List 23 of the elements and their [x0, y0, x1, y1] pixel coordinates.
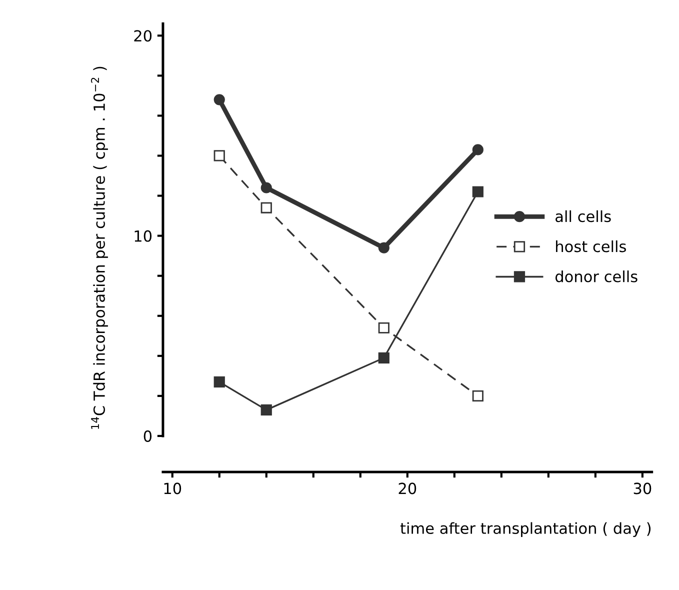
y-tick-label: 20	[134, 30, 152, 42]
y-tick-label: 0	[144, 430, 152, 442]
x-tick-label: 30	[634, 482, 652, 494]
point	[472, 144, 484, 156]
point	[378, 242, 390, 254]
point	[214, 376, 225, 388]
point	[260, 404, 272, 416]
y-tick-label: 10	[134, 230, 152, 242]
legend-label: all cells	[556, 210, 611, 222]
point	[260, 182, 272, 194]
point	[260, 202, 272, 214]
legend-label: host cells	[556, 240, 626, 252]
y-axis-title: $^{14}$C TdR incorporation per culture ( cpm . 10$^{−2}$ )	[90, 66, 108, 429]
legend-label: donor cells	[555, 270, 638, 282]
point	[378, 352, 390, 364]
x-tick-label: 10	[164, 482, 182, 494]
x-tick-label: 20	[398, 482, 416, 494]
point	[472, 390, 484, 402]
point	[214, 150, 225, 162]
point	[378, 322, 390, 334]
point	[214, 94, 225, 106]
x-axis-title: time after transplantation ( day )	[400, 522, 651, 537]
point	[472, 186, 484, 198]
